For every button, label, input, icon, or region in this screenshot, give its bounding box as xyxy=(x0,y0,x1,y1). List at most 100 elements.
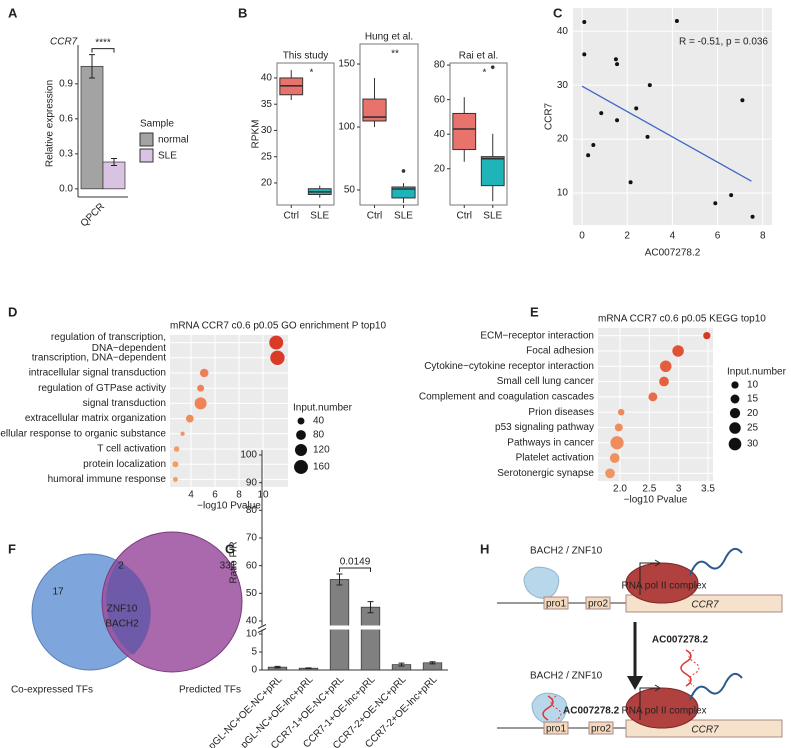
legend-title: Sample xyxy=(140,119,174,130)
venn-set-label: Co-expressed TFs xyxy=(11,685,93,696)
error-bar xyxy=(398,662,405,667)
point xyxy=(613,57,618,62)
y-tick-label: Small cell lung cancer xyxy=(497,376,595,387)
point xyxy=(586,153,591,158)
y-tick-label: 20 xyxy=(557,134,569,145)
error-bar xyxy=(89,54,95,79)
x-tick-label: SLE xyxy=(483,211,502,222)
y-tick-label: signal transduction xyxy=(83,398,166,409)
promoter-label: pro2 xyxy=(588,599,608,610)
legend-label: 40 xyxy=(313,416,325,427)
y-tick-label: 0.3 xyxy=(59,148,73,159)
legend-label: 80 xyxy=(313,430,325,441)
legend-label: 10 xyxy=(747,380,759,391)
y-axis-label: Relative expression xyxy=(45,80,56,167)
error-bar xyxy=(336,573,343,586)
lncrna-shape xyxy=(680,649,692,687)
point xyxy=(729,193,734,198)
plot-background xyxy=(170,335,288,487)
dot xyxy=(672,345,684,357)
annotation: R = -0.51, p = 0.036 xyxy=(679,37,768,48)
legend-title: Input.number xyxy=(293,403,353,414)
legend-label: normal xyxy=(158,135,189,146)
significance-label: 0.0149 xyxy=(340,557,371,568)
y-tick-label: 60 xyxy=(246,560,258,571)
significance-bracket xyxy=(91,48,115,53)
legend-dot xyxy=(297,417,305,425)
x-tick-label: 3.5 xyxy=(701,484,715,495)
venn-overlap xyxy=(106,561,151,655)
y-tick-label: 50 xyxy=(344,185,356,196)
chart-title: mRNA CCR7 c0.6 p0.05 GO enrichment P top… xyxy=(170,321,386,332)
y-tick-label: 5 xyxy=(251,647,257,658)
factor-label: BACH2 / ZNF10 xyxy=(530,546,603,557)
tss-arrow xyxy=(639,687,658,720)
y-tick-label: 0.6 xyxy=(59,113,73,124)
x-axis-label: AC007278.2 xyxy=(645,248,701,259)
legend-dot xyxy=(729,422,741,434)
x-tick-label: 8 xyxy=(236,490,242,501)
venn-count: 2 xyxy=(118,561,124,572)
y-axis-label: RPKM xyxy=(251,120,262,149)
axis-break xyxy=(257,624,267,633)
error-bar xyxy=(274,665,281,669)
venn: 17 2 331 ZNF10 BACH2 Co-expressed TFs Pr… xyxy=(11,531,243,696)
y-tick-label: Platelet activation xyxy=(516,453,594,464)
x-tick-label: 4 xyxy=(670,231,676,242)
panel-label: G xyxy=(225,541,235,556)
dot xyxy=(197,384,205,392)
error-bar xyxy=(429,661,436,665)
dot xyxy=(194,397,207,410)
error-bar xyxy=(367,601,374,614)
lncrna-label: AC007278.2 xyxy=(563,706,620,717)
y-tick-label: 90 xyxy=(246,477,258,488)
y-tick-label: transcription, DNA−dependent xyxy=(32,352,166,363)
y-tick-label: 50 xyxy=(246,588,258,599)
tss-arrow xyxy=(654,684,661,692)
error-bar xyxy=(305,667,312,670)
x-tick-label: 6 xyxy=(212,490,218,501)
factor-shape xyxy=(523,566,560,599)
dot xyxy=(180,431,185,436)
legend-label: 120 xyxy=(313,445,330,456)
dot xyxy=(269,335,284,350)
dot xyxy=(172,476,178,482)
x-tick-label: SLE xyxy=(394,211,413,222)
promoter xyxy=(588,721,614,735)
y-tick-label: ECM−receptor interaction xyxy=(480,330,594,341)
legend-dot xyxy=(731,381,739,389)
x-tick-label: 2.0 xyxy=(613,484,627,495)
y-tick-label: 0 xyxy=(251,665,257,676)
x-tick-label: 2 xyxy=(624,231,630,242)
y-tick-label: 20 xyxy=(261,178,273,189)
y-tick-label: 35 xyxy=(261,99,273,110)
legend-label: 160 xyxy=(313,462,330,473)
mrna xyxy=(689,672,743,701)
point xyxy=(674,18,679,23)
dot xyxy=(660,360,672,372)
chart-title: Hung et al. xyxy=(365,32,413,43)
y-tick-label: intracellular signal transduction xyxy=(29,368,166,379)
y-tick-label: 40 xyxy=(261,73,273,84)
x-tick-label: SLE xyxy=(310,211,329,222)
bar xyxy=(102,161,126,190)
box xyxy=(480,156,505,187)
point xyxy=(645,134,650,139)
pol-ii xyxy=(625,687,699,729)
y-tick-label: 40 xyxy=(434,129,446,140)
y-tick-label: 10 xyxy=(246,629,258,640)
promoter-label: pro1 xyxy=(546,599,566,610)
legend-swatch xyxy=(139,148,154,163)
chart-title: This study xyxy=(283,51,329,62)
y-axis-label: CCR7 xyxy=(544,102,555,130)
point xyxy=(634,106,639,111)
promoter-label: pro1 xyxy=(546,724,566,735)
y-tick-label: Pathways in cancer xyxy=(507,437,594,448)
y-tick-label: 100 xyxy=(240,450,257,461)
y-tick-label: humoral immune response xyxy=(48,474,167,485)
x-axis-label: −log10 Pvalue xyxy=(197,501,261,512)
bar xyxy=(80,65,104,190)
y-tick-label: 150 xyxy=(338,59,355,70)
y-tick-label: protein localization xyxy=(83,459,166,470)
point xyxy=(615,118,620,123)
